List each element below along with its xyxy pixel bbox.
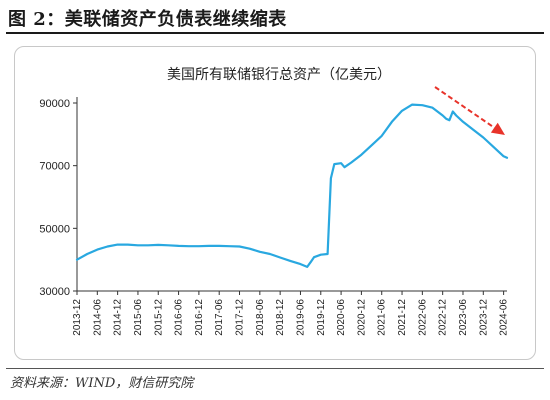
- x-tick-label: 2015-06: [133, 299, 144, 336]
- x-tick-label: 2022-12: [438, 299, 449, 336]
- series-layer: [75, 103, 509, 268]
- x-tick-label: 2016-06: [174, 299, 185, 336]
- x-tick-label: 2017-12: [235, 299, 246, 336]
- x-tick-label: 2023-06: [458, 299, 469, 336]
- x-tick-label: 2020-12: [356, 299, 367, 336]
- x-tick-label: 2022-06: [417, 299, 428, 336]
- x-tick-label: 2021-06: [377, 299, 388, 336]
- trend-arrow: [434, 86, 505, 135]
- x-tick-label: 2019-12: [316, 299, 327, 336]
- y-tick-label: 30000: [39, 286, 70, 298]
- chart-title: 美国所有联储银行总资产（亿美元）: [167, 67, 391, 83]
- trend-arrow-head: [490, 122, 505, 135]
- x-tick-label: 2016-12: [194, 299, 205, 336]
- x-tick-label: 2015-12: [153, 299, 164, 336]
- x-tick-label: 2013-12: [72, 299, 83, 336]
- y-tick-label: 50000: [39, 223, 70, 235]
- x-tick-label: 2018-12: [275, 299, 286, 336]
- source-note: 资料来源：WIND，财信研究院: [10, 376, 194, 391]
- figure-title: 图 2：美联储资产负债表继续缩表: [8, 9, 287, 30]
- total-assets-line: [75, 103, 509, 268]
- y-axis: 30000 50000 70000 90000: [39, 97, 78, 298]
- chart-panel: 美国所有联储银行总资产（亿美元） 30000 50000 70000 90000 20…: [14, 46, 536, 360]
- x-tick-label: 2024-06: [499, 299, 510, 336]
- source-rule: [6, 368, 544, 369]
- x-tick-label: 2021-12: [397, 299, 408, 336]
- x-tick-label: 2019-06: [295, 299, 306, 336]
- total-assets-chart: 美国所有联储银行总资产（亿美元） 30000 50000 70000 90000 20…: [39, 67, 510, 336]
- trend-arrow-shaft: [434, 86, 498, 131]
- x-tick-label: 2018-06: [255, 299, 266, 336]
- x-tick-label: 2023-12: [478, 299, 489, 336]
- y-tick-label: 90000: [39, 98, 70, 110]
- x-tick-label: 2020-06: [336, 299, 347, 336]
- y-tick-label: 70000: [39, 161, 70, 173]
- x-tick-label: 2014-12: [113, 299, 124, 336]
- x-axis: 2013-12 2014-06 2014-12 2015-06 2015-12 2016-…: [72, 290, 510, 336]
- x-tick-label: 2017-06: [214, 299, 225, 336]
- x-tick-label: 2014-06: [92, 299, 103, 336]
- title-rule: [6, 32, 544, 34]
